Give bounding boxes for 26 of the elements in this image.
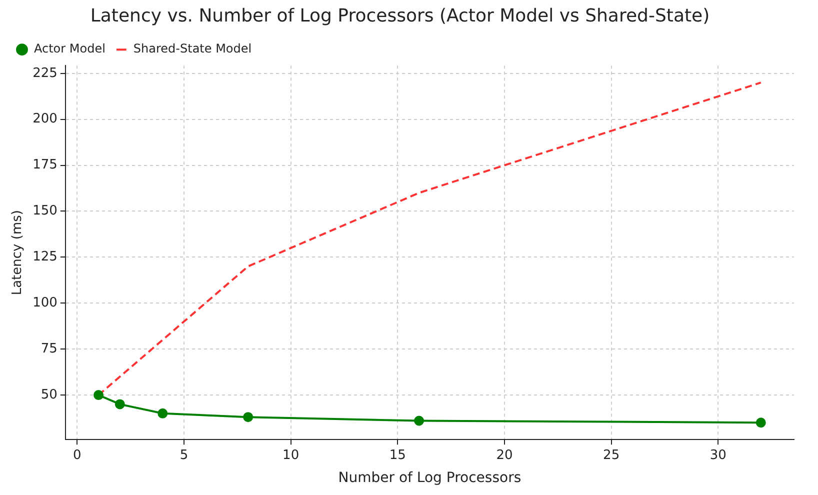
point <box>94 390 104 400</box>
y-tick-label: 75 <box>40 341 58 356</box>
y-tick-label: 200 <box>32 112 58 127</box>
x-tick-label: 5 <box>180 448 188 463</box>
x-tick-label: 20 <box>496 448 513 463</box>
x-axis-title: Number of Log Processors <box>338 470 522 486</box>
x-tick-label: 25 <box>603 448 620 463</box>
y-tick-label: 150 <box>32 204 58 219</box>
y-axis-title: Latency (ms) <box>10 210 26 296</box>
y-tick-label: 175 <box>32 158 58 173</box>
x-tick-label: 30 <box>710 448 726 463</box>
point <box>243 412 254 422</box>
legend-label: Actor Model <box>34 42 106 56</box>
y-tick-label: 100 <box>32 296 58 311</box>
y-tick-label: 125 <box>32 250 58 265</box>
x-tick-label: 0 <box>73 448 82 463</box>
chart-title: Latency vs. Number of Log Processors (Actor Model vs Shared-State) <box>90 5 710 26</box>
point <box>414 416 424 426</box>
point <box>114 399 125 410</box>
x-tick-label: 15 <box>389 448 406 463</box>
x-tick-label: 10 <box>282 448 300 463</box>
point <box>158 408 168 418</box>
y-tick-label: 225 <box>32 66 58 81</box>
y-tick-label: 50 <box>40 387 58 402</box>
legend-label: Shared-State Model <box>133 42 252 56</box>
point <box>756 418 766 428</box>
